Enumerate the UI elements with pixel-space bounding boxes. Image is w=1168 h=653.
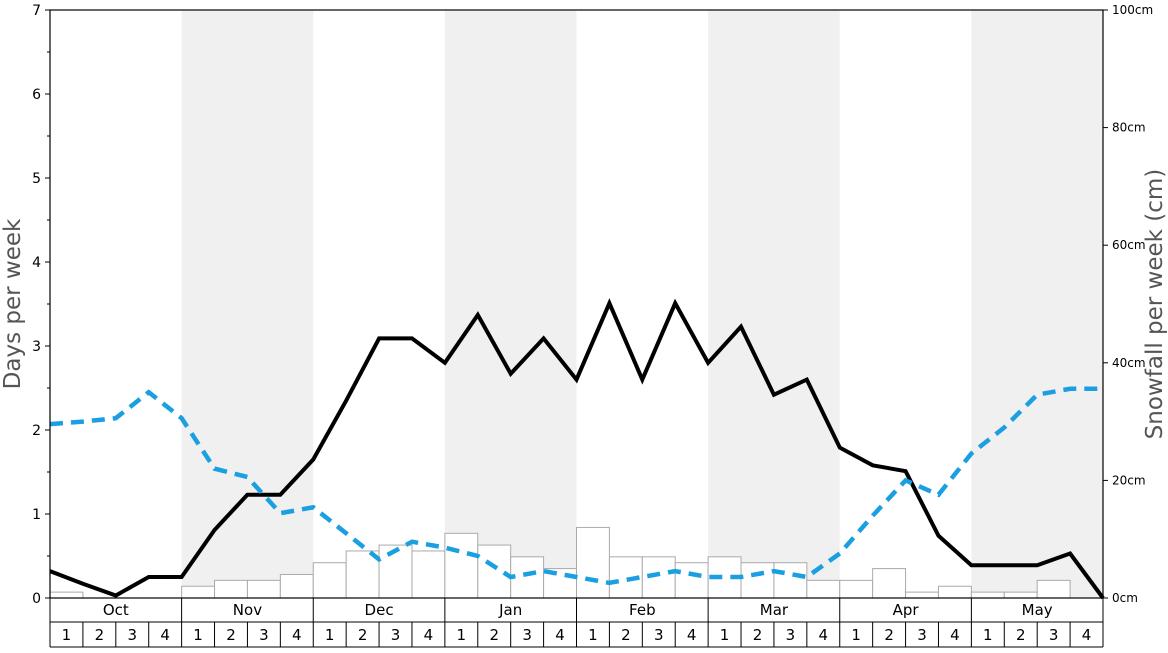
snowfall-bars (49, 526, 1071, 599)
week-label: 3 (127, 626, 137, 644)
week-label: 2 (226, 626, 236, 644)
snowfall-bar (872, 568, 907, 599)
snowfall-bar (806, 579, 841, 599)
snowfall-bar (839, 579, 874, 599)
snowfall-bar (674, 562, 709, 599)
month-band-mar (708, 10, 840, 598)
snowfall-bar (905, 591, 939, 599)
snowfall-bar (937, 585, 972, 599)
snowfall-bar (411, 550, 446, 599)
week-label: 1 (851, 626, 861, 644)
snowfall-bar (312, 562, 347, 599)
week-label: 1 (62, 626, 72, 644)
y-tick-label: 0 (32, 591, 41, 607)
y-tick-label: 5 (32, 171, 41, 187)
week-label: 3 (259, 626, 269, 644)
y-tick-label: 3 (32, 339, 41, 355)
week-label: 3 (786, 626, 796, 644)
week-label: 2 (753, 626, 763, 644)
week-label: 3 (1049, 626, 1059, 644)
week-label: 4 (1082, 626, 1092, 644)
month-label: Mar (760, 601, 789, 619)
month-label: Feb (629, 601, 656, 619)
snowfall-bar (214, 579, 248, 599)
y2-tick-label: 0cm (1112, 591, 1138, 605)
month-label: May (1022, 601, 1053, 619)
snowfall-bar (773, 562, 808, 599)
week-label: 3 (917, 626, 927, 644)
y2-tick-label: 100cm (1112, 3, 1153, 17)
month-label: Nov (233, 601, 262, 619)
snowfall-bar (576, 526, 610, 599)
week-label: 2 (1016, 626, 1026, 644)
snowfall-bar (641, 556, 676, 599)
week-label: 3 (522, 626, 532, 644)
snowfall-bar (740, 562, 775, 599)
week-label: 4 (555, 626, 565, 644)
snowfall-bar (1036, 579, 1071, 599)
week-label: 1 (720, 626, 730, 644)
month-bands (181, 10, 1103, 598)
snowfall-bar (378, 544, 413, 599)
snowfall-bar (181, 585, 216, 599)
week-label: 4 (292, 626, 302, 644)
month-band-jan (444, 10, 577, 598)
x-axis: Oct 1 2 3 4 Nov 1 2 3 4 Dec 1 2 3 4 Jan 1 2 3 4 Feb 1 2 3 4 Mar 1 2… (49, 598, 1104, 648)
week-label: 2 (95, 626, 105, 644)
snowfall-bar (1003, 591, 1038, 599)
month-band-may (971, 10, 1103, 598)
month-label: Oct (103, 601, 129, 619)
y-tick-label: 1 (32, 507, 41, 523)
week-label: 1 (457, 626, 467, 644)
month-band-nov (181, 10, 314, 598)
week-label: 2 (621, 626, 631, 644)
month-label: Dec (365, 601, 394, 619)
left-y-axis: 0 1 2 3 4 5 6 7 (32, 3, 50, 607)
week-label: 3 (654, 626, 664, 644)
week-label: 1 (588, 626, 598, 644)
series-line-dashed (49, 386, 1103, 586)
y-tick-label: 2 (32, 423, 41, 439)
week-label: 4 (160, 626, 170, 644)
week-label: 1 (983, 626, 993, 644)
y-tick-label: 4 (32, 255, 41, 271)
week-label: 1 (325, 626, 335, 644)
week-label: 1 (193, 626, 203, 644)
y-tick-label: 6 (32, 87, 41, 103)
y2-tick-label: 40cm (1112, 356, 1146, 370)
right-y-axis: 0cm 20cm 40cm 60cm 80cm 100cm (1103, 3, 1153, 605)
snowfall-bar (246, 579, 281, 599)
y2-tick-label: 20cm (1112, 473, 1146, 487)
y2-tick-label: 60cm (1112, 238, 1146, 252)
week-label: 2 (884, 626, 894, 644)
week-label: 2 (489, 626, 499, 644)
y2-tick-label: 80cm (1112, 121, 1146, 135)
series-lines (49, 298, 1105, 600)
week-label: 4 (819, 626, 829, 644)
snowfall-bar (970, 591, 1005, 599)
y-tick-label: 7 (32, 3, 41, 19)
week-label: 2 (358, 626, 368, 644)
snowfall-bar (444, 532, 479, 599)
week-label: 4 (687, 626, 697, 644)
month-label: Jan (498, 601, 522, 619)
snowfall-bar (279, 573, 314, 599)
week-label: 4 (950, 626, 960, 644)
month-label: Apr (893, 601, 920, 619)
week-label: 3 (391, 626, 401, 644)
y-axis-label: Days per week (0, 218, 26, 389)
week-label: 4 (424, 626, 434, 644)
series-line-solid (49, 298, 1105, 600)
snowfall-bar (49, 591, 84, 599)
y2-axis-label: Snowfall per week (cm) (1142, 169, 1168, 440)
